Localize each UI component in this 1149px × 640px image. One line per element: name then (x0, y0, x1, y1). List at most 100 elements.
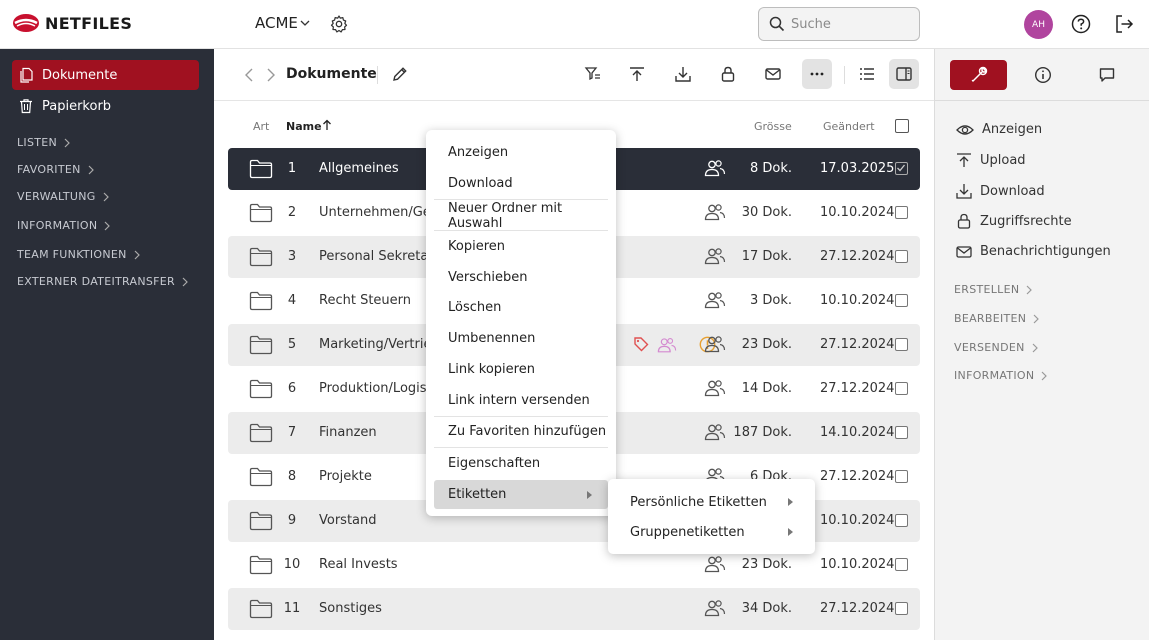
shared-group-icon (704, 247, 726, 269)
menu-divider (434, 447, 608, 448)
settings-button[interactable] (329, 14, 349, 38)
menu-item-favoriten[interactable]: Zu Favoriten hinzufügen (434, 417, 608, 446)
row-name[interactable]: Vorstand (319, 513, 377, 528)
row-name[interactable]: Personal Sekretariat (319, 249, 451, 264)
menu-item-eigenschaften[interactable]: Eigenschaften (434, 449, 608, 478)
forward-button[interactable] (266, 67, 276, 87)
row-checkbox[interactable] (895, 206, 908, 219)
sidebar-section-externer-dateitransfer[interactable]: EXTERNER DATEITRANSFER (17, 275, 189, 288)
menu-item-anzeigen[interactable]: Anzeigen (434, 138, 608, 167)
row-checkbox[interactable] (895, 294, 908, 307)
row-checkbox[interactable] (895, 426, 908, 439)
tab-comments[interactable] (1078, 60, 1135, 90)
row-checkbox[interactable] (895, 558, 908, 571)
list-view-button[interactable] (852, 59, 882, 89)
row-tags (633, 336, 716, 354)
group-label-icon[interactable] (657, 336, 677, 354)
notify-button[interactable] (758, 59, 788, 89)
action-anzeigen[interactable]: Anzeigen (956, 122, 1042, 137)
download-button[interactable] (668, 59, 698, 89)
row-name[interactable]: Allgemeines (319, 161, 399, 176)
row-name[interactable]: Finanzen (319, 425, 377, 440)
sidebar-panel-icon (896, 67, 912, 81)
panel-section-erstellen[interactable]: ERSTELLEN (954, 283, 1033, 296)
submenu-item-persoenliche-etiketten[interactable]: Persönliche Etiketten (608, 487, 815, 517)
row-number: 9 (287, 513, 297, 528)
sidebar-item-papierkorb[interactable]: Papierkorb (12, 91, 199, 121)
column-header-art[interactable]: Art (253, 120, 270, 133)
row-name[interactable]: Marketing/Vertrieb (319, 337, 440, 352)
sidebar-section-favoriten[interactable]: FAVORITEN (17, 163, 95, 176)
column-header-name[interactable]: Name (286, 120, 322, 133)
sidebar-section-team-funktionen[interactable]: TEAM FUNKTIONEN (17, 248, 141, 261)
search-input[interactable] (791, 16, 911, 32)
menu-item-verschieben[interactable]: Verschieben (434, 263, 608, 292)
row-number: 6 (287, 381, 297, 396)
menu-item-kopieren[interactable]: Kopieren (434, 232, 608, 261)
row-checkbox[interactable] (895, 162, 908, 175)
filter-button[interactable] (578, 59, 608, 89)
shared-group-icon (704, 599, 726, 621)
menu-item-etiketten[interactable]: Etiketten (434, 480, 608, 509)
breadcrumb[interactable]: Dokumente (286, 66, 377, 82)
row-name[interactable]: Sonstiges (319, 601, 382, 616)
select-all-checkbox[interactable] (895, 119, 909, 133)
table-row[interactable]: 10 Real Invests 23 Dok. 10.10.2024 (228, 544, 920, 586)
tag-icon[interactable] (633, 336, 649, 352)
edit-button[interactable] (385, 59, 415, 89)
sidebar-section-information[interactable]: INFORMATION (17, 219, 111, 232)
menu-item-link-kopieren[interactable]: Link kopieren (434, 355, 608, 384)
row-checkbox[interactable] (895, 470, 908, 483)
table-row[interactable]: 11 Sonstiges 34 Dok. 27.12.2024 (228, 588, 920, 630)
menu-item-umbenennen[interactable]: Umbenennen (434, 324, 608, 353)
row-checkbox[interactable] (895, 382, 908, 395)
panel-toggle-button[interactable] (889, 59, 919, 89)
action-download[interactable]: Download (956, 183, 1045, 199)
action-label: Anzeigen (982, 122, 1043, 137)
panel-section-bearbeiten[interactable]: BEARBEITEN (954, 312, 1040, 325)
help-button[interactable] (1071, 14, 1091, 38)
submenu-item-gruppenetiketten[interactable]: Gruppenetiketten (608, 517, 815, 547)
search-box[interactable] (758, 7, 920, 41)
chevron-right-icon (88, 165, 94, 174)
org-switcher[interactable]: ACME (255, 14, 310, 32)
sidebar-item-dokumente[interactable]: Dokumente (12, 60, 199, 90)
row-checkbox[interactable] (895, 514, 908, 527)
column-header-changed[interactable]: Geändert (823, 120, 875, 133)
permissions-button[interactable] (713, 59, 743, 89)
row-name[interactable]: Real Invests (319, 557, 398, 572)
netfiles-logo[interactable]: NETFILES (12, 13, 132, 33)
menu-item-link-intern-versenden[interactable]: Link intern versenden (434, 386, 608, 415)
mail-icon (956, 245, 972, 258)
row-checkbox[interactable] (895, 602, 908, 615)
row-date: 10.10.2024 (820, 205, 895, 220)
panel-section-information[interactable]: INFORMATION (954, 369, 1048, 382)
chevron-right-icon (1041, 371, 1048, 380)
table-row[interactable]: 4 Recht Steuern 3 Dok. 10.10.2024 (228, 280, 920, 322)
row-checkbox[interactable] (895, 338, 908, 351)
more-button[interactable] (802, 59, 832, 89)
row-name[interactable]: Recht Steuern (319, 293, 412, 308)
row-name[interactable]: Projekte (319, 469, 372, 484)
panel-section-versenden[interactable]: VERSENDEN (954, 341, 1039, 354)
table-row[interactable]: 6 Produktion/Logistik 14 Dok. 27.12.2024 (228, 368, 920, 410)
upload-button[interactable] (622, 59, 652, 89)
menu-item-loeschen[interactable]: Löschen (434, 293, 608, 322)
action-upload[interactable]: Upload (956, 152, 1026, 168)
row-checkbox[interactable] (895, 250, 908, 263)
action-zugriffsrechte[interactable]: Zugriffsrechte (956, 213, 1072, 229)
tab-actions[interactable] (950, 60, 1007, 90)
column-header-size[interactable]: Grösse (754, 120, 792, 133)
row-name[interactable]: Produktion/Logistik (319, 381, 443, 396)
avatar[interactable]: AH (1024, 10, 1053, 39)
action-benachrichtigungen[interactable]: Benachrichtigungen (956, 244, 1111, 259)
sidebar-section-listen[interactable]: LISTEN (17, 136, 71, 149)
menu-item-download[interactable]: Download (434, 169, 608, 198)
menu-item-neuer-ordner[interactable]: Neuer Ordner mit Auswahl (434, 201, 608, 231)
back-button[interactable] (244, 67, 254, 87)
sidebar-item-label: Papierkorb (42, 98, 112, 114)
sidebar-section-verwaltung[interactable]: VERWALTUNG (17, 190, 110, 203)
tab-info[interactable] (1014, 60, 1071, 90)
sort-ascending-icon[interactable] (322, 119, 332, 131)
logout-button[interactable] (1114, 14, 1134, 38)
